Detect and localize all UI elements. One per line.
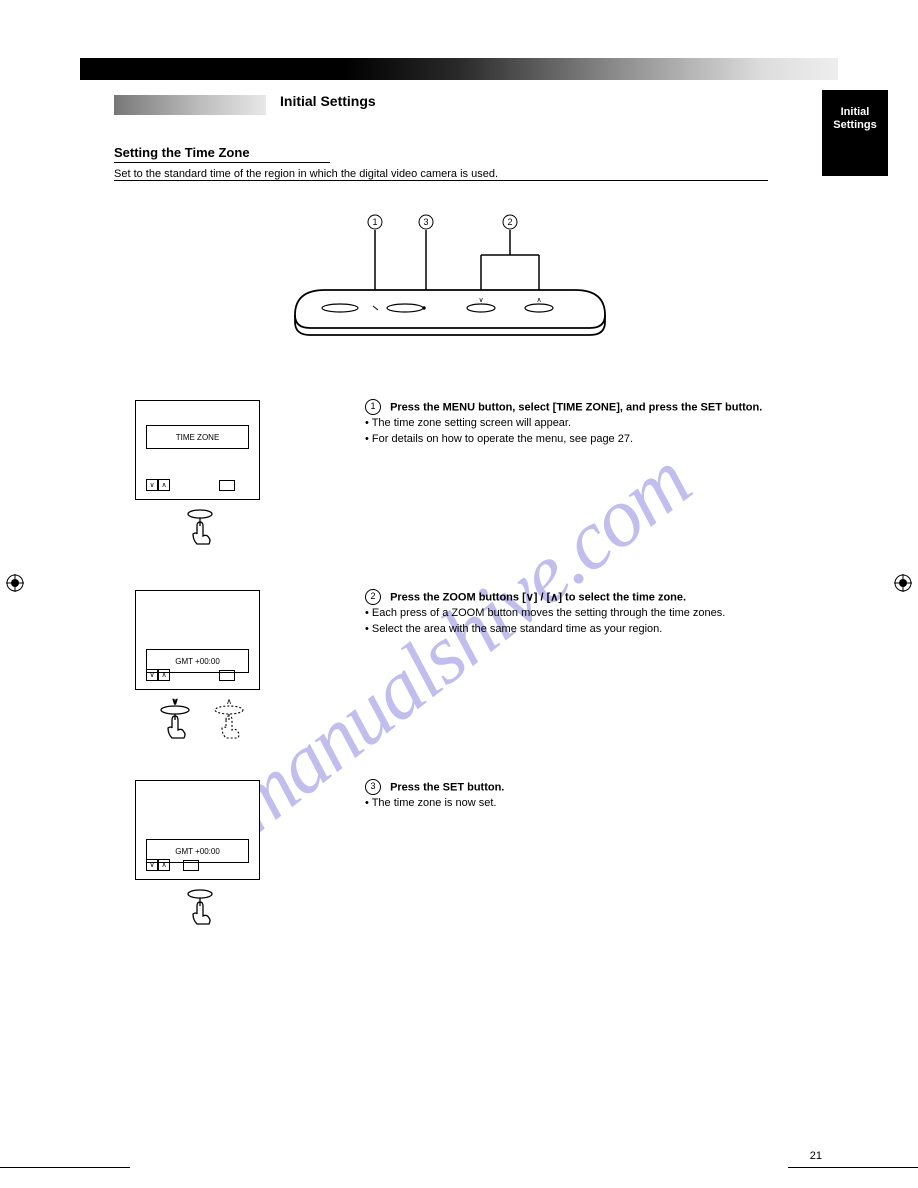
lcd-panel-1: TIME ZONE ∨∧ — [135, 400, 260, 500]
step-1-text: 1 Press the MENU button, select [TIME ZO… — [365, 400, 775, 448]
panel-set-icon — [219, 480, 235, 491]
press-icon-down: ∨ — [153, 696, 197, 747]
press-icon-up: ∧ — [207, 696, 251, 747]
lcd-panel-3: GMT +00:00 ∨∧ — [135, 780, 260, 880]
step-1-bold: Press the MENU button, select [TIME ZONE… — [390, 401, 762, 413]
panel-set-icon — [183, 860, 199, 871]
crop-mark-right-icon — [894, 574, 912, 592]
panel-arrow-icons: ∨∧ — [146, 859, 170, 871]
panel-set-icon — [219, 670, 235, 681]
svg-text:1: 1 — [372, 217, 377, 227]
step-1: TIME ZONE ∨∧ 1 Press the MENU button, se… — [135, 400, 775, 500]
crop-mark-left-icon — [6, 574, 24, 592]
step-number-2: 2 — [365, 589, 381, 605]
svg-text:∨: ∨ — [172, 697, 178, 706]
step-2-bold: Press the ZOOM buttons [∨] / [∧] to sele… — [390, 591, 686, 603]
step-3-body: • The time zone is now set. — [365, 797, 496, 809]
panel-arrow-icons: ∨∧ — [146, 669, 170, 681]
press-icon — [183, 888, 217, 933]
press-icon — [183, 508, 217, 553]
foot-rule-left — [0, 1167, 130, 1168]
subsection-title: Setting the Time Zone — [114, 145, 250, 160]
step-2-body: • Each press of a ZOOM button moves the … — [365, 607, 725, 635]
step-1-body: • The time zone setting screen will appe… — [365, 417, 633, 445]
underline-long — [114, 180, 768, 181]
subsection-subtitle: Set to the standard time of the region i… — [114, 168, 758, 180]
panel-arrow-icons: ∨∧ — [146, 479, 170, 491]
lcd-text-1: TIME ZONE — [146, 425, 249, 449]
side-tab: Initial Settings — [822, 90, 888, 176]
step-number-1: 1 — [365, 399, 381, 415]
underline-short — [114, 162, 330, 163]
manual-page: { "header": { "chapter_label": "Initial … — [0, 0, 918, 1188]
chapter-header-band — [80, 58, 838, 80]
step-3-bold: Press the SET button. — [390, 781, 504, 793]
section-title: Initial Settings — [280, 93, 376, 109]
step-3-text: 3 Press the SET button. • The time zone … — [365, 780, 775, 812]
svg-text:∧: ∧ — [226, 697, 232, 706]
step-number-3: 3 — [365, 779, 381, 795]
page-number: 21 — [810, 1150, 822, 1162]
svg-text:∨: ∨ — [478, 297, 483, 304]
svg-text:3: 3 — [423, 217, 428, 227]
step-3: GMT +00:00 ∨∧ 3 Press the SET button. • … — [135, 780, 775, 880]
step-2: GMT +00:00 ∨∧ ∨ ∧ 2 Press the ZOOM butto… — [135, 590, 775, 690]
step-2-text: 2 Press the ZOOM buttons [∨] / [∧] to se… — [365, 590, 775, 638]
device-illustration: 1 3 2 ∨ ∧ — [290, 200, 630, 350]
svg-text:∧: ∧ — [536, 297, 541, 304]
side-tab-label: Initial Settings — [822, 106, 888, 132]
foot-rule-right — [788, 1167, 918, 1168]
section-band — [114, 95, 266, 115]
lcd-panel-2: GMT +00:00 ∨∧ — [135, 590, 260, 690]
svg-text:2: 2 — [507, 217, 512, 227]
